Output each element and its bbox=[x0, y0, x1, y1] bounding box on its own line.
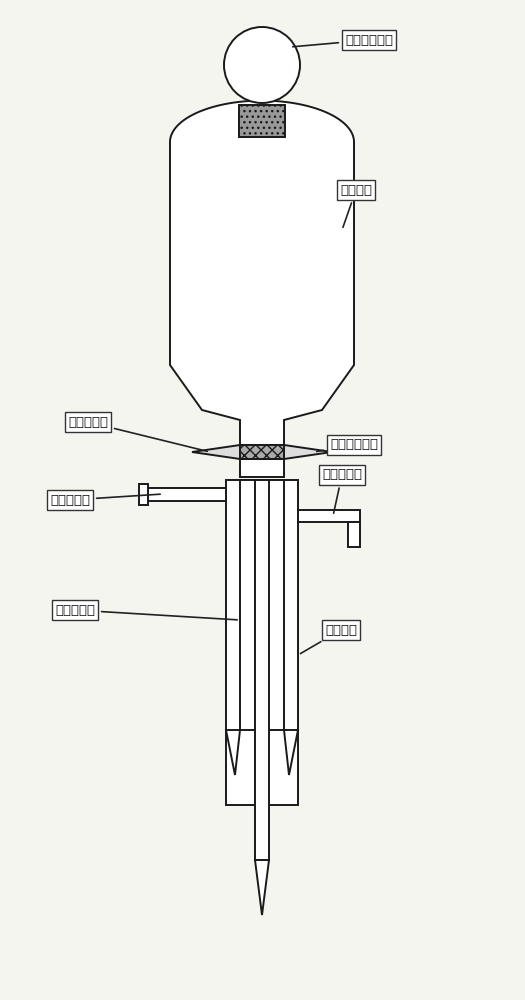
Polygon shape bbox=[192, 445, 240, 459]
Polygon shape bbox=[170, 101, 354, 445]
Circle shape bbox=[224, 27, 300, 103]
Text: 第二导气管: 第二导气管 bbox=[322, 468, 362, 513]
Polygon shape bbox=[226, 730, 240, 775]
Bar bbox=[239, 105, 285, 137]
Text: 内径加液管: 内径加液管 bbox=[68, 416, 207, 451]
Text: 中径导气管: 中径导气管 bbox=[55, 603, 237, 620]
Text: 液体容器: 液体容器 bbox=[340, 184, 372, 227]
Text: 磨口玻璃瓶塞: 磨口玻璃瓶塞 bbox=[293, 33, 393, 47]
Bar bbox=[240, 480, 284, 730]
Polygon shape bbox=[255, 860, 269, 915]
Bar bbox=[139, 484, 148, 505]
Bar bbox=[240, 445, 284, 459]
Polygon shape bbox=[284, 730, 298, 775]
Bar bbox=[226, 480, 298, 805]
Text: 第一导气管: 第一导气管 bbox=[50, 493, 160, 506]
Bar bbox=[255, 480, 269, 860]
Bar bbox=[240, 459, 284, 477]
Text: 外径容器: 外径容器 bbox=[300, 624, 357, 654]
Bar bbox=[348, 522, 360, 547]
Bar bbox=[298, 510, 360, 522]
Polygon shape bbox=[284, 445, 332, 459]
Bar bbox=[148, 488, 226, 501]
Text: 磨口玻璃活塞: 磨口玻璃活塞 bbox=[317, 438, 378, 452]
